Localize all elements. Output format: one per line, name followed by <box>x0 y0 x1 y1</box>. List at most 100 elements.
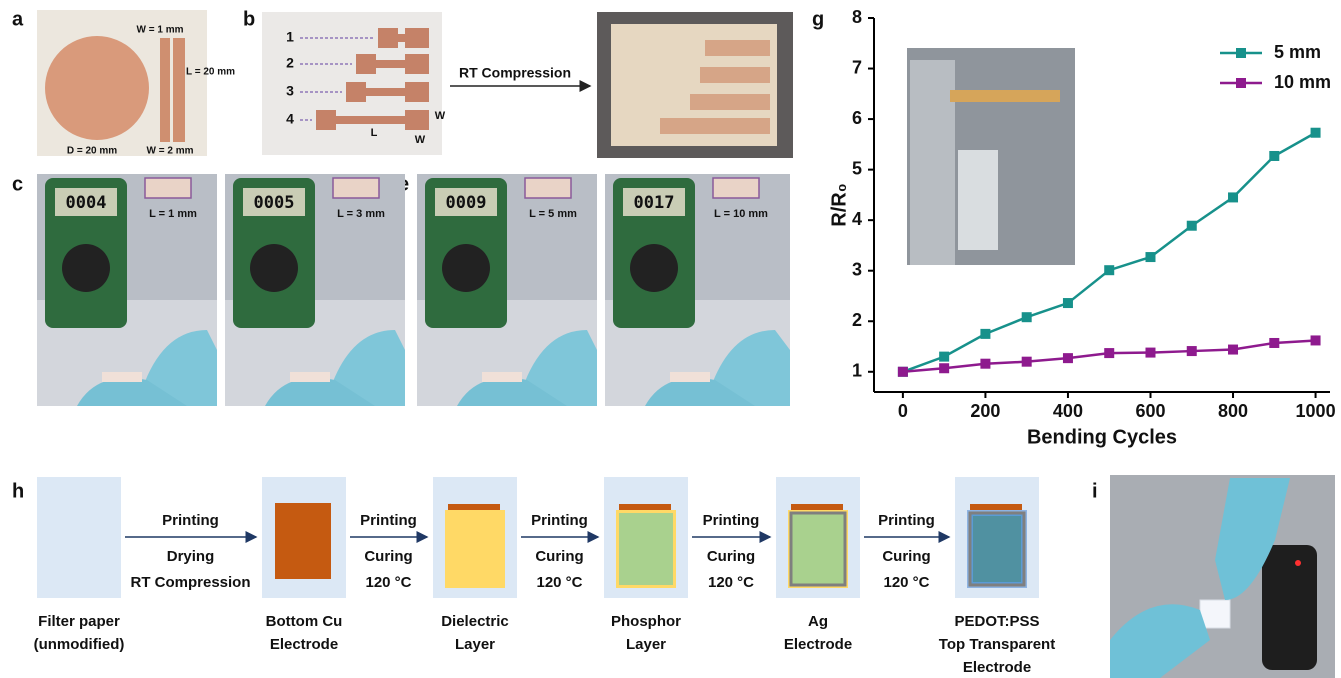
inset-clamp <box>958 150 998 250</box>
step-label: Curing <box>535 548 583 565</box>
data-point <box>1187 221 1197 231</box>
x-tick-label: 200 <box>970 401 1000 421</box>
data-point <box>1145 252 1155 262</box>
x-tick-label: 600 <box>1135 401 1165 421</box>
figure: abcdefghiW = 1 mmL = 20 mmD = 20 mmW = 2… <box>0 0 1341 678</box>
step-label: RT Compression <box>130 574 250 591</box>
step-label: Curing <box>882 548 930 565</box>
x-axis-label: Bending Cycles <box>1027 426 1177 448</box>
battery-box <box>1262 545 1317 670</box>
label: W <box>415 134 426 146</box>
data-point <box>1104 265 1114 275</box>
sample <box>405 110 429 130</box>
stage-label: Dielectric <box>441 613 509 630</box>
label: 4 <box>286 111 294 127</box>
data-point <box>1228 192 1238 202</box>
dial <box>250 244 298 292</box>
panel-label: a <box>12 8 24 30</box>
dial <box>442 244 490 292</box>
sample <box>398 34 405 42</box>
cu-strip <box>160 38 170 142</box>
x-tick-label: 0 <box>898 401 908 421</box>
label: W = 2 mm <box>147 146 194 157</box>
meter-reading: 0009 <box>446 193 487 213</box>
step-label: Curing <box>364 548 412 565</box>
phosphor <box>619 513 673 585</box>
data-point <box>1145 348 1155 358</box>
sample <box>405 54 429 74</box>
x-tick-label: 800 <box>1218 401 1248 421</box>
legend-marker <box>1236 48 1246 58</box>
y-tick-label: 3 <box>852 259 862 279</box>
y-tick-label: 2 <box>852 310 862 330</box>
stage-label: Ag <box>808 613 828 630</box>
data-point <box>980 359 990 369</box>
top-contact <box>448 504 500 510</box>
label: L <box>371 127 378 139</box>
y-tick-label: 8 <box>852 7 862 27</box>
label: W = 1 mm <box>137 25 184 36</box>
legend-label: 10 mm <box>1274 72 1331 92</box>
dielectric <box>445 510 505 588</box>
panel-label: g <box>812 8 824 30</box>
label: L = 3 mm <box>337 208 385 220</box>
data-point <box>1104 348 1114 358</box>
legend-marker <box>1236 78 1246 88</box>
y-tick-label: 4 <box>852 209 862 229</box>
stage-label: Layer <box>455 636 495 653</box>
sample <box>482 372 522 382</box>
stage-label: (unmodified) <box>34 636 125 653</box>
data-point <box>939 352 949 362</box>
top-contact <box>970 504 1022 510</box>
inset-film <box>950 90 1060 102</box>
sample <box>366 88 405 96</box>
data-point <box>1228 345 1238 355</box>
label: D = 20 mm <box>67 146 117 157</box>
step-label: 120 °C <box>536 574 582 591</box>
step-label: Printing <box>703 512 760 529</box>
sample <box>376 60 405 68</box>
data-point <box>1022 312 1032 322</box>
data-point <box>1269 151 1279 161</box>
y-axis-label: R/R₀ <box>828 183 850 226</box>
step-label: Printing <box>878 512 935 529</box>
label: 3 <box>286 83 294 99</box>
panel-label: c <box>12 173 23 195</box>
data-point <box>1269 338 1279 348</box>
stage-label: Electrode <box>784 636 852 653</box>
sample <box>660 118 770 134</box>
stage-label: Top Transparent <box>939 636 1055 653</box>
led <box>1295 560 1301 566</box>
sample <box>700 67 770 83</box>
label: 1 <box>286 29 294 45</box>
meter-reading: 0005 <box>254 193 295 213</box>
sample <box>290 372 330 382</box>
dial <box>62 244 110 292</box>
sample-inset <box>145 178 191 198</box>
x-tick-label: 400 <box>1053 401 1083 421</box>
sample <box>690 94 770 110</box>
sample <box>378 28 398 48</box>
top-contact <box>619 504 671 510</box>
data-point <box>980 329 990 339</box>
step-label: 120 °C <box>365 574 411 591</box>
meter-reading: 0004 <box>66 193 107 213</box>
label: RT Compression <box>459 65 571 81</box>
stage-label: Phosphor <box>611 613 681 630</box>
data-point <box>1187 346 1197 356</box>
step-label: 120 °C <box>708 574 754 591</box>
sample <box>102 372 142 382</box>
pedot <box>973 516 1021 582</box>
sample <box>346 82 366 102</box>
data-point <box>1022 357 1032 367</box>
sample-inset <box>713 178 759 198</box>
data-point <box>1063 353 1073 363</box>
x-tick-label: 1000 <box>1296 401 1336 421</box>
stage-label: Layer <box>626 636 666 653</box>
sample <box>705 40 770 56</box>
label: L = 5 mm <box>529 208 577 220</box>
step-label: 120 °C <box>883 574 929 591</box>
legend-label: 5 mm <box>1274 42 1321 62</box>
phosphor <box>791 513 845 585</box>
cu-disc <box>45 36 149 140</box>
